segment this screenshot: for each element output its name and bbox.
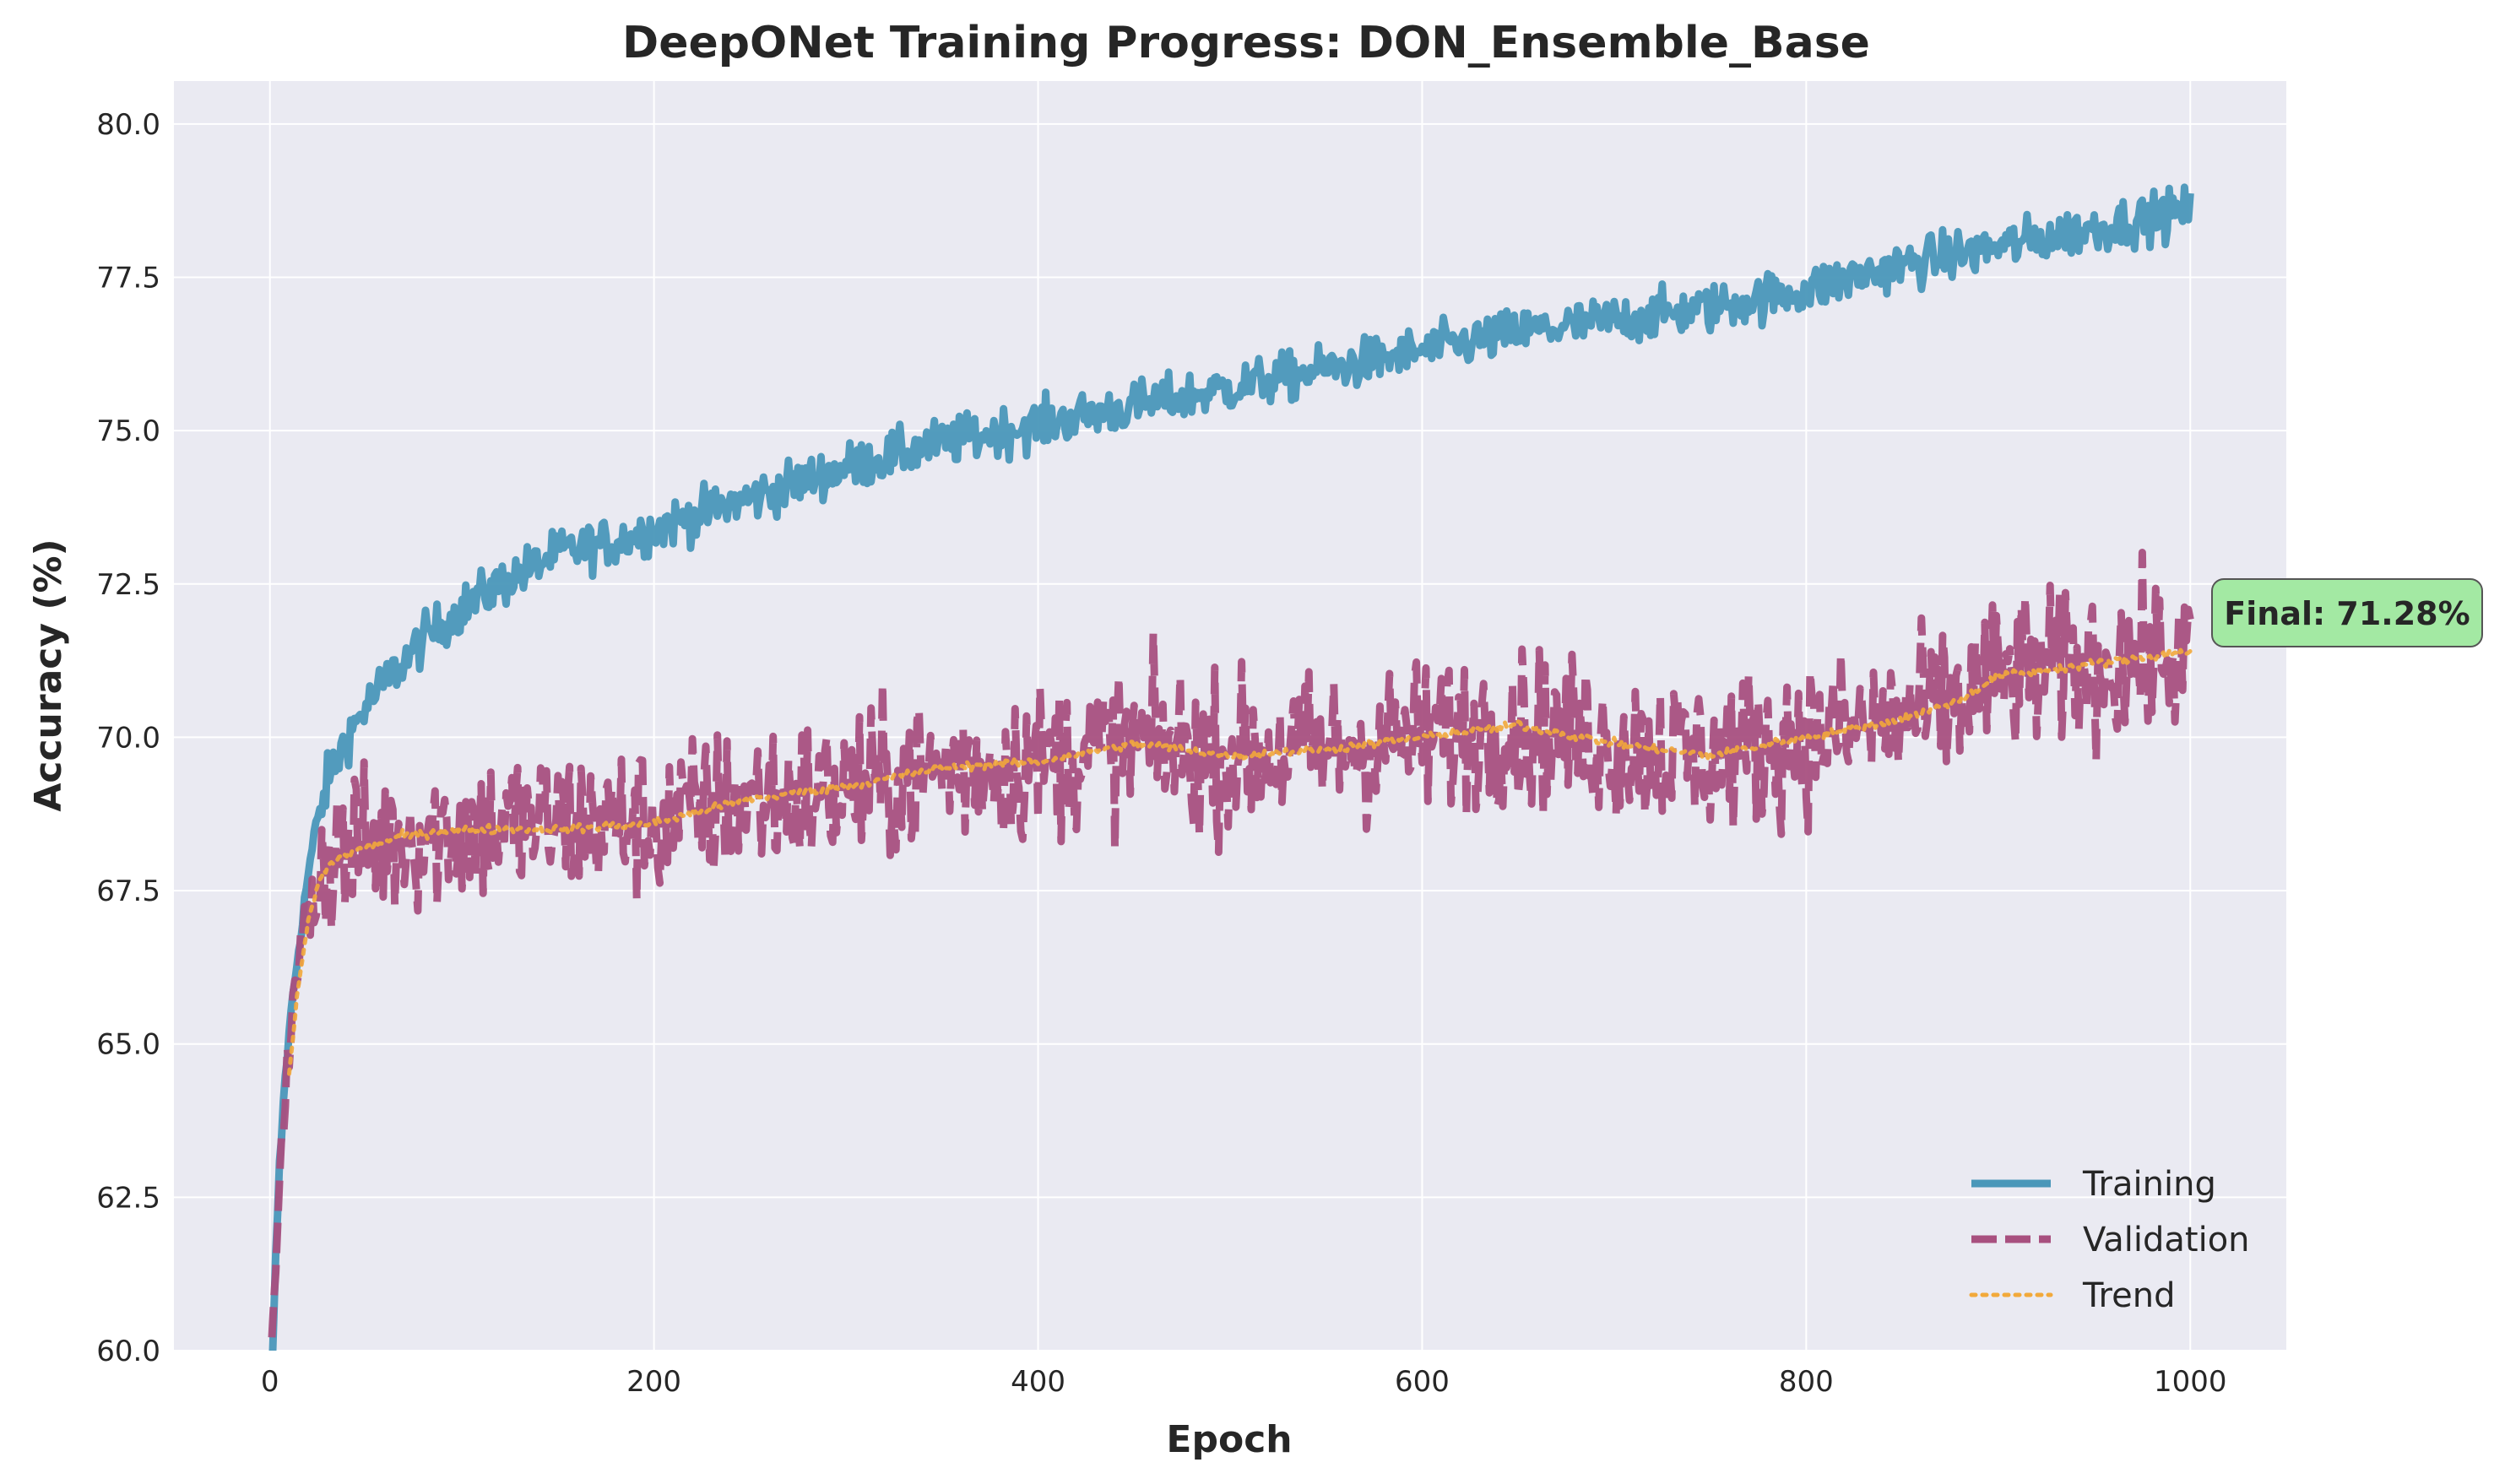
final-annotation: Final: 71.28% [2211, 578, 2483, 647]
x-tick-label: 600 [1395, 1365, 1450, 1399]
y-tick-label: 65.0 [96, 1028, 160, 1062]
x-tick-label: 800 [1779, 1365, 1834, 1399]
legend-label-training: Training [2082, 1165, 2216, 1204]
legend: Training Validation Trend [1969, 1165, 2250, 1315]
y-tick-label: 62.5 [96, 1181, 160, 1215]
final-annotation-text: Final: 71.28% [2224, 595, 2470, 632]
y-axis-ticks: 60.0 62.5 65.0 67.5 70.0 72.5 75.0 77.5 80.0 [96, 108, 160, 1368]
legend-label-validation: Validation [2083, 1221, 2250, 1259]
x-tick-label: 1000 [2154, 1365, 2227, 1399]
y-tick-label: 80.0 [96, 108, 160, 142]
x-axis-ticks: 0 200 400 600 800 1000 [261, 1365, 2227, 1399]
x-tick-label: 0 [261, 1365, 279, 1399]
y-axis-label: Accuracy (%) [27, 539, 70, 811]
series-line-validation [268, 549, 2194, 1338]
y-tick-label: 77.5 [96, 262, 160, 295]
plot-area [174, 81, 2286, 1351]
y-tick-label: 67.5 [96, 875, 160, 908]
chart-title: DeepONet Training Progress: DON_Ensemble… [622, 18, 1870, 68]
series-layer [268, 183, 2194, 1351]
series-line-training [268, 183, 2194, 1351]
legend-label-trend: Trend [2082, 1276, 2175, 1315]
y-tick-label: 75.0 [96, 414, 160, 448]
x-tick-label: 400 [1011, 1365, 1065, 1399]
y-tick-label: 60.0 [96, 1335, 160, 1368]
series-line-trend [287, 647, 2193, 1076]
y-tick-label: 72.5 [96, 568, 160, 602]
y-tick-label: 70.0 [96, 721, 160, 755]
x-tick-label: 200 [626, 1365, 681, 1399]
x-axis-label: Epoch [1166, 1418, 1292, 1461]
final-annotation-box [2211, 578, 2483, 647]
